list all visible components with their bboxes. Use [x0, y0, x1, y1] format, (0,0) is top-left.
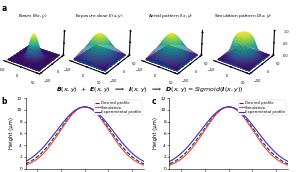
Experimental profile: [286, 160, 290, 163]
Desired profile: [103, 122, 106, 124]
Desired profile: [113, 136, 117, 138]
Desired profile: [227, 106, 230, 108]
Text: $\boldsymbol{B}(x, y)$  $+$  $\boldsymbol{E}(x, y)$  $\Longrightarrow$  $\boldsy: $\boldsymbol{B}(x, y)$ $+$ $\boldsymbol{…: [56, 85, 244, 94]
Desired profile: [77, 107, 81, 109]
Line: Experimental profile: Experimental profile: [169, 107, 288, 162]
Simulation: [168, 164, 171, 166]
Experimental profile: [24, 160, 27, 163]
Simulation: [189, 149, 192, 151]
Simulation: [221, 108, 225, 110]
Desired profile: [45, 147, 48, 149]
Desired profile: [189, 147, 192, 149]
Experimental profile: [45, 143, 48, 145]
Simulation: [113, 138, 117, 140]
Simulation: [83, 106, 86, 108]
Line: Simulation: Simulation: [26, 107, 144, 165]
Experimental profile: [189, 143, 192, 145]
Legend: Desired profile, Simulation, Experimental profile: Desired profile, Simulation, Experimenta…: [94, 100, 142, 115]
Experimental profile: [168, 160, 171, 163]
Desired profile: [168, 163, 171, 165]
Line: Desired profile: Desired profile: [169, 107, 288, 164]
Experimental profile: [247, 119, 250, 121]
Desired profile: [94, 111, 97, 113]
Experimental profile: [238, 110, 241, 112]
Experimental profile: [83, 106, 86, 108]
Experimental profile: [113, 132, 117, 135]
Title: Beam $\mathit{B}(x, y)$: Beam $\mathit{B}(x, y)$: [18, 12, 48, 20]
Desired profile: [221, 107, 225, 109]
Y-axis label: Height (μm): Height (μm): [9, 117, 14, 149]
Experimental profile: [198, 131, 202, 133]
Simulation: [227, 106, 230, 108]
Desired profile: [198, 134, 202, 136]
Line: Desired profile: Desired profile: [26, 107, 144, 164]
Simulation: [238, 111, 241, 114]
Simulation: [77, 108, 81, 110]
Desired profile: [238, 111, 241, 113]
Line: Simulation: Simulation: [169, 107, 288, 165]
Experimental profile: [103, 119, 106, 121]
Desired profile: [257, 136, 261, 138]
Simulation: [94, 111, 97, 114]
Text: a: a: [2, 4, 7, 13]
Desired profile: [24, 163, 27, 165]
Desired profile: [54, 134, 58, 136]
Simulation: [24, 164, 27, 166]
Title: Simulation pattern $\mathit{D}(x,y)$: Simulation pattern $\mathit{D}(x,y)$: [214, 12, 272, 20]
Simulation: [257, 138, 261, 140]
Title: Aerial pattern $\mathit{I}(x, y)$: Aerial pattern $\mathit{I}(x, y)$: [148, 12, 194, 20]
Simulation: [198, 136, 202, 138]
Legend: Desired profile, Simulation, Experimental profile: Desired profile, Simulation, Experimenta…: [238, 100, 286, 115]
Experimental profile: [142, 160, 146, 163]
Desired profile: [247, 122, 250, 124]
Desired profile: [286, 163, 290, 165]
Simulation: [103, 123, 106, 125]
Line: Experimental profile: Experimental profile: [26, 107, 144, 162]
Experimental profile: [257, 132, 261, 135]
Text: c: c: [152, 97, 156, 106]
Simulation: [286, 164, 290, 166]
Desired profile: [142, 163, 146, 165]
Title: Exposure dose $\mathit{E}(x, y)$: Exposure dose $\mathit{E}(x, y)$: [75, 12, 123, 20]
Experimental profile: [221, 107, 225, 109]
Experimental profile: [77, 107, 81, 109]
Text: b: b: [2, 97, 7, 106]
Desired profile: [83, 106, 86, 108]
Y-axis label: Height (μm): Height (μm): [153, 117, 158, 149]
Experimental profile: [227, 106, 230, 108]
Simulation: [45, 149, 48, 151]
Simulation: [247, 123, 250, 125]
Simulation: [54, 136, 58, 138]
Experimental profile: [94, 110, 97, 112]
Simulation: [142, 164, 146, 166]
Experimental profile: [54, 131, 58, 133]
